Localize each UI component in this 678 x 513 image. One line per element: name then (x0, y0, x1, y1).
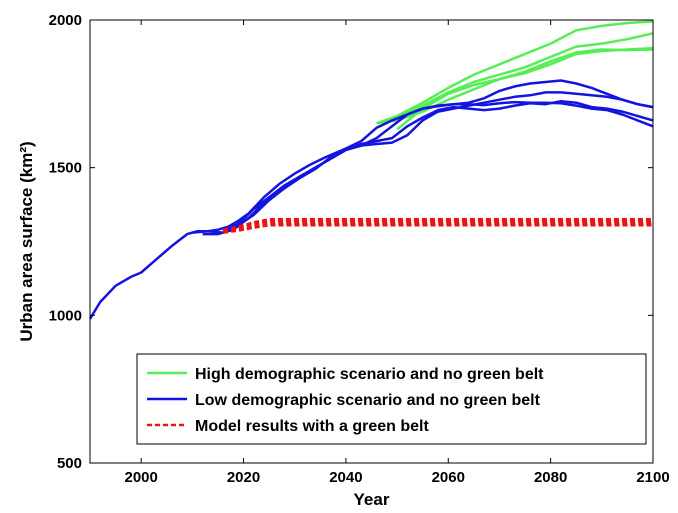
series-layer (88, 20, 654, 320)
legend-box (136, 353, 647, 445)
series-line-green-belt (222, 220, 653, 233)
series-line-high (376, 32, 654, 125)
plot-frame (89, 19, 654, 464)
series-line-low (202, 91, 654, 236)
y-tick-label: 1000 (49, 307, 82, 324)
y-tick-label: 2000 (49, 12, 82, 29)
y-tick-label: 1500 (49, 160, 82, 177)
x-tick-label: 2100 (636, 469, 669, 486)
series-line-green-belt (222, 218, 653, 231)
x-axis-label: Year (354, 490, 390, 509)
series-line-low (88, 100, 654, 320)
x-tick-label: 2060 (432, 469, 465, 486)
ticks-layer: 2000 2020 2040 2060 2080 2100 500 1000 1500 2000 (49, 12, 670, 486)
y-tick-label: 500 (57, 455, 82, 472)
series-line-high (376, 20, 654, 125)
x-tick-label: 2020 (227, 469, 260, 486)
series-line-green-belt (222, 224, 653, 234)
legend: High demographic scenario and no green b… (136, 353, 647, 445)
series-line-low (222, 79, 654, 233)
legend-label-high: High demographic scenario and no green b… (195, 366, 544, 383)
x-tick-label: 2080 (534, 469, 567, 486)
y-axis-label: Urban area surface (km²) (17, 141, 36, 341)
legend-label-green-belt: Model results with a green belt (195, 418, 429, 435)
x-tick-label: 2040 (329, 469, 362, 486)
legend-label-low: Low demographic scenario and no green be… (195, 392, 541, 409)
x-tick-label: 2000 (124, 469, 157, 486)
series-line-high (396, 48, 654, 131)
